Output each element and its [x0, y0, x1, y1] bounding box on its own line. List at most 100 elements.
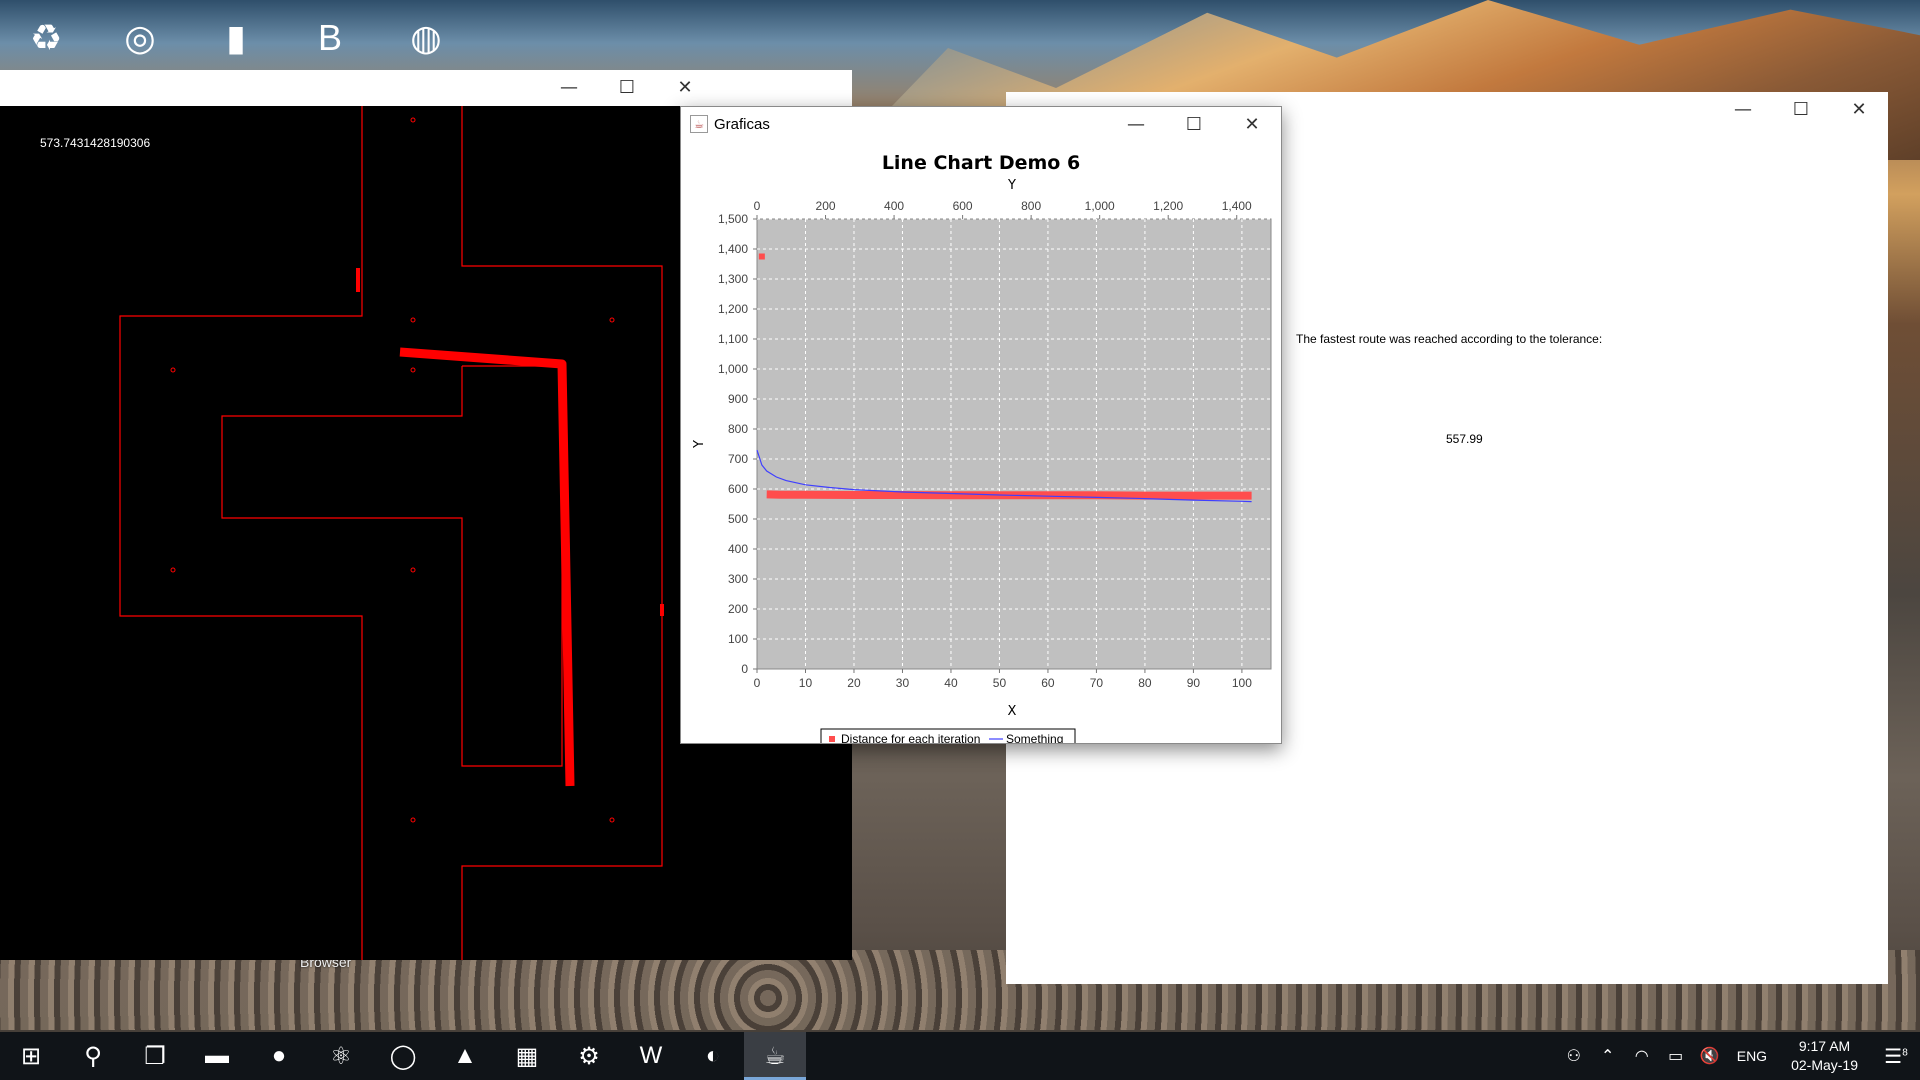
close-icon[interactable]: ✕	[1851, 98, 1867, 120]
bluejeans-icon[interactable]: B	[317, 17, 342, 58]
notification-count: 8	[1902, 1046, 1908, 1058]
map-wall	[221, 365, 563, 767]
top-axis-label: Y	[1007, 178, 1016, 193]
chart-window[interactable]: ☕ Graficas — ☐ ✕ Line Chart Demo 6 Y 0 10…	[680, 106, 1282, 744]
y-tick-label: 600	[728, 482, 748, 496]
map-node	[410, 817, 416, 823]
map-drawing	[119, 106, 664, 960]
steam-icon[interactable]: ◎	[124, 17, 156, 58]
calculator-icon[interactable]: ▦	[515, 1042, 539, 1070]
legend-swatch-square	[829, 736, 835, 742]
window-title: Graficas	[714, 115, 770, 133]
atom-icon[interactable]: ⚛	[330, 1042, 352, 1070]
legend-entry: Distance for each iteration	[841, 732, 980, 743]
maximize-icon[interactable]: ☐	[618, 76, 636, 98]
result-message: The fastest route was reached according …	[1296, 332, 1603, 346]
top-tick-label: 1,200	[1153, 199, 1183, 213]
top-tick-label: 200	[816, 199, 836, 213]
globe-app-icon[interactable]: ◍	[410, 17, 442, 58]
opera-icon[interactable]: ◯	[389, 1042, 417, 1070]
map-wall	[461, 106, 663, 960]
folder-doc-icon[interactable]: ▮	[226, 17, 246, 58]
minimize-icon[interactable]: —	[560, 76, 578, 98]
settings-gear-icon[interactable]: ⚙	[578, 1042, 600, 1070]
close-icon[interactable]: ✕	[677, 76, 693, 98]
minimize-icon[interactable]: —	[1734, 98, 1752, 120]
clock-date: 02-May-19	[1791, 1057, 1858, 1073]
top-tick-label: 1,400	[1222, 199, 1252, 213]
maximize-icon[interactable]: ☐	[1792, 98, 1810, 120]
series-line-1	[756, 449, 1252, 503]
y-tick-label: 1,000	[718, 362, 748, 376]
result-value: 557.99	[1446, 432, 1483, 446]
notification-center-icon[interactable]: ☰8	[1884, 1045, 1908, 1068]
y-tick-label: 1,200	[718, 302, 748, 316]
matlab-icon[interactable]: ▲	[453, 1042, 477, 1069]
x-tick-label: 60	[1041, 676, 1055, 690]
chart-legend: Distance for each iteration Something	[820, 728, 1076, 743]
y-tick-label: 500	[728, 512, 748, 526]
x-tick-label: 30	[896, 676, 910, 690]
x-tick-label: 40	[944, 676, 958, 690]
chart-window-titlebar[interactable]: ☕ Graficas — ☐ ✕	[681, 107, 1281, 141]
y-tick-label: 1,300	[718, 272, 748, 286]
start-icon[interactable]: ⊞	[20, 1042, 42, 1070]
x-tick-label: 100	[1232, 676, 1252, 690]
top-tick-label: 1,000	[1085, 199, 1115, 213]
map-node	[410, 567, 416, 573]
java-app-icon: ☕	[690, 115, 708, 133]
top-tick-label: 400	[884, 199, 904, 213]
minimize-icon[interactable]: —	[1127, 113, 1145, 135]
chart-title: Line Chart Demo 6	[882, 152, 1080, 174]
chevron-up-icon[interactable]: ⌃	[1601, 1048, 1615, 1065]
legend-entry: Something	[1006, 732, 1063, 743]
x-tick-label: 20	[847, 676, 861, 690]
volume-muted-icon[interactable]: 🔇	[1699, 1048, 1720, 1065]
map-window-titlebar[interactable]: — ☐ ✕	[0, 70, 852, 106]
x-tick-label: 0	[754, 676, 761, 690]
y-tick-label: 0	[741, 662, 748, 676]
map-node	[170, 367, 176, 373]
eclipse-icon[interactable]: ◐	[705, 1042, 721, 1069]
close-icon[interactable]: ✕	[1244, 113, 1260, 135]
y-tick-label: 700	[728, 452, 748, 466]
line-chart: Line Chart Demo 6 Y 0 10 20 30 40 50 60 70 80 90 1…	[692, 152, 1272, 743]
y-tick-label: 300	[728, 572, 748, 586]
y-tick-label: 1,500	[718, 212, 748, 226]
file-explorer-icon[interactable]: ▬	[205, 1042, 229, 1069]
x-tick-label: 50	[993, 676, 1007, 690]
clock[interactable]: 9:17 AM 02-May-19	[1777, 1037, 1872, 1075]
people-icon[interactable]: ⚇	[1566, 1048, 1581, 1065]
spotify-icon[interactable]: ●	[271, 1042, 287, 1069]
word-icon[interactable]: W	[639, 1042, 663, 1069]
x-tick-label: 80	[1138, 676, 1152, 690]
distance-readout: 573.7431428190306	[40, 136, 151, 150]
y-tick-label: 800	[728, 422, 748, 436]
map-node	[410, 367, 416, 373]
map-node	[170, 567, 176, 573]
map-node	[410, 317, 416, 323]
map-node	[410, 117, 416, 123]
x-axis-label: X	[1008, 704, 1017, 719]
map-node	[609, 317, 615, 323]
battery-icon[interactable]: ▭	[1668, 1048, 1684, 1065]
java-icon[interactable]: ☕	[744, 1032, 806, 1080]
route-path	[399, 347, 575, 787]
wifi-icon[interactable]: ◠	[1634, 1048, 1649, 1065]
taskbar: ⊞ ⚲ ❐ ▬ ● ⚛ ◯ ▲ ▦ ⚙ W ◐ ☕ ⚇ ⌃ ◠ ▭ 🔇 ENG 9:17 AM 02-M…	[0, 1032, 1920, 1080]
y-axis-label: Y	[692, 440, 707, 449]
x-tick-label: 70	[1090, 676, 1104, 690]
map-wall	[119, 106, 363, 960]
top-tick-label: 600	[953, 199, 973, 213]
maximize-icon[interactable]: ☐	[1185, 113, 1203, 135]
search-icon[interactable]: ⚲	[84, 1042, 102, 1070]
y-tick-label: 1,400	[718, 242, 748, 256]
system-tray: ⚇ ⌃ ◠ ▭ 🔇 ENG 9:17 AM 02-May-19 ☰8	[1557, 1032, 1920, 1080]
plot-area	[756, 218, 1272, 670]
task-view-icon[interactable]: ❐	[144, 1042, 166, 1070]
recycle-bin-icon[interactable]: ♻	[29, 17, 63, 58]
y-tick-label: 400	[728, 542, 748, 556]
y-tick-label: 100	[728, 632, 748, 646]
y-tick-label: 900	[728, 392, 748, 406]
language-indicator[interactable]: ENG	[1736, 1048, 1768, 1064]
